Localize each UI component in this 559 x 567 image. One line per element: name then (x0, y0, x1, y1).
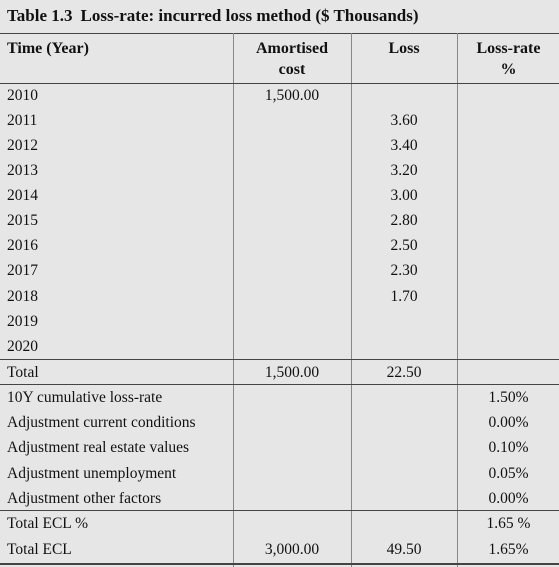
column-divider-1 (233, 33, 234, 567)
column-divider-3 (457, 33, 458, 567)
loss-rate-cell: 0.05% (488, 465, 529, 482)
loss-rate-cell: 0.10% (488, 439, 529, 456)
row-label: 2017 (7, 262, 38, 279)
row-label: 2019 (7, 313, 38, 330)
loss-cell: 1.70 (390, 288, 418, 305)
header-lossrate-line1: Loss-rate (476, 40, 541, 57)
row-label: 2013 (7, 162, 38, 179)
table-number: Table 1.3 (7, 6, 73, 25)
table-title: Table 1.3 Loss-rate: incurred loss method… (7, 6, 419, 26)
header-amortised-cost: Amortised cost (234, 38, 350, 80)
row-label: 2011 (7, 112, 38, 129)
column-divider-2 (351, 33, 352, 567)
row-label: 2020 (7, 338, 38, 355)
row-label: Adjustment real estate values (7, 439, 190, 456)
loss-rate-cell: 1.50% (488, 389, 529, 406)
loss-cell: 3.00 (390, 187, 418, 204)
amortised-cost-cell: 1,500.00 (264, 364, 320, 381)
row-label: 2018 (7, 288, 38, 305)
amortised-cost-cell: 3,000.00 (264, 541, 320, 558)
header-loss-rate: Loss-rate % (458, 38, 559, 80)
row-label: 2014 (7, 187, 38, 204)
row-label: 2016 (7, 237, 38, 254)
loss-rate-cell: 1.65% (488, 541, 529, 558)
loss-cell: 2.30 (390, 262, 418, 279)
top-rule (0, 33, 559, 34)
row-label: Adjustment other factors (7, 490, 162, 507)
table-caption: Loss-rate: incurred loss method ($ Thous… (80, 6, 419, 25)
row-label: 2012 (7, 137, 38, 154)
header-amortised-line1: Amortised (256, 40, 328, 57)
loss-cell: 22.50 (386, 364, 422, 381)
row-label: Adjustment current conditions (7, 414, 196, 431)
row-label: Total ECL % (7, 515, 88, 532)
header-time: Time (Year) (7, 40, 89, 57)
amortised-cost-cell: 1,500.00 (264, 87, 320, 104)
row-label: Total (7, 364, 39, 381)
loss-rate-cell: 0.00% (488, 490, 529, 507)
header-rule (0, 83, 559, 84)
header-loss: Loss (388, 40, 420, 57)
loss-cell: 2.80 (390, 212, 418, 229)
cumulative-rule (0, 384, 559, 385)
row-label: 2015 (7, 212, 38, 229)
loss-cell: 3.20 (390, 162, 418, 179)
adjustments-rule (0, 510, 559, 511)
header-amortised-line2: cost (278, 61, 306, 78)
loss-cell: 2.50 (390, 237, 418, 254)
row-label: 2010 (7, 87, 38, 104)
loss-cell: 3.40 (390, 137, 418, 154)
loss-cell: 3.60 (390, 112, 418, 129)
row-label: Total ECL (7, 541, 72, 558)
loss-rate-cell: 0.00% (488, 414, 529, 431)
loss-cell: 49.50 (386, 541, 422, 558)
row-label: Adjustment unemployment (7, 465, 177, 482)
total-rule (0, 359, 559, 360)
row-label: 10Y cumulative loss-rate (7, 389, 163, 406)
loss-rate-cell: 1.65 % (486, 515, 531, 532)
header-lossrate-line2: % (500, 61, 517, 78)
bottom-rule (0, 563, 559, 565)
